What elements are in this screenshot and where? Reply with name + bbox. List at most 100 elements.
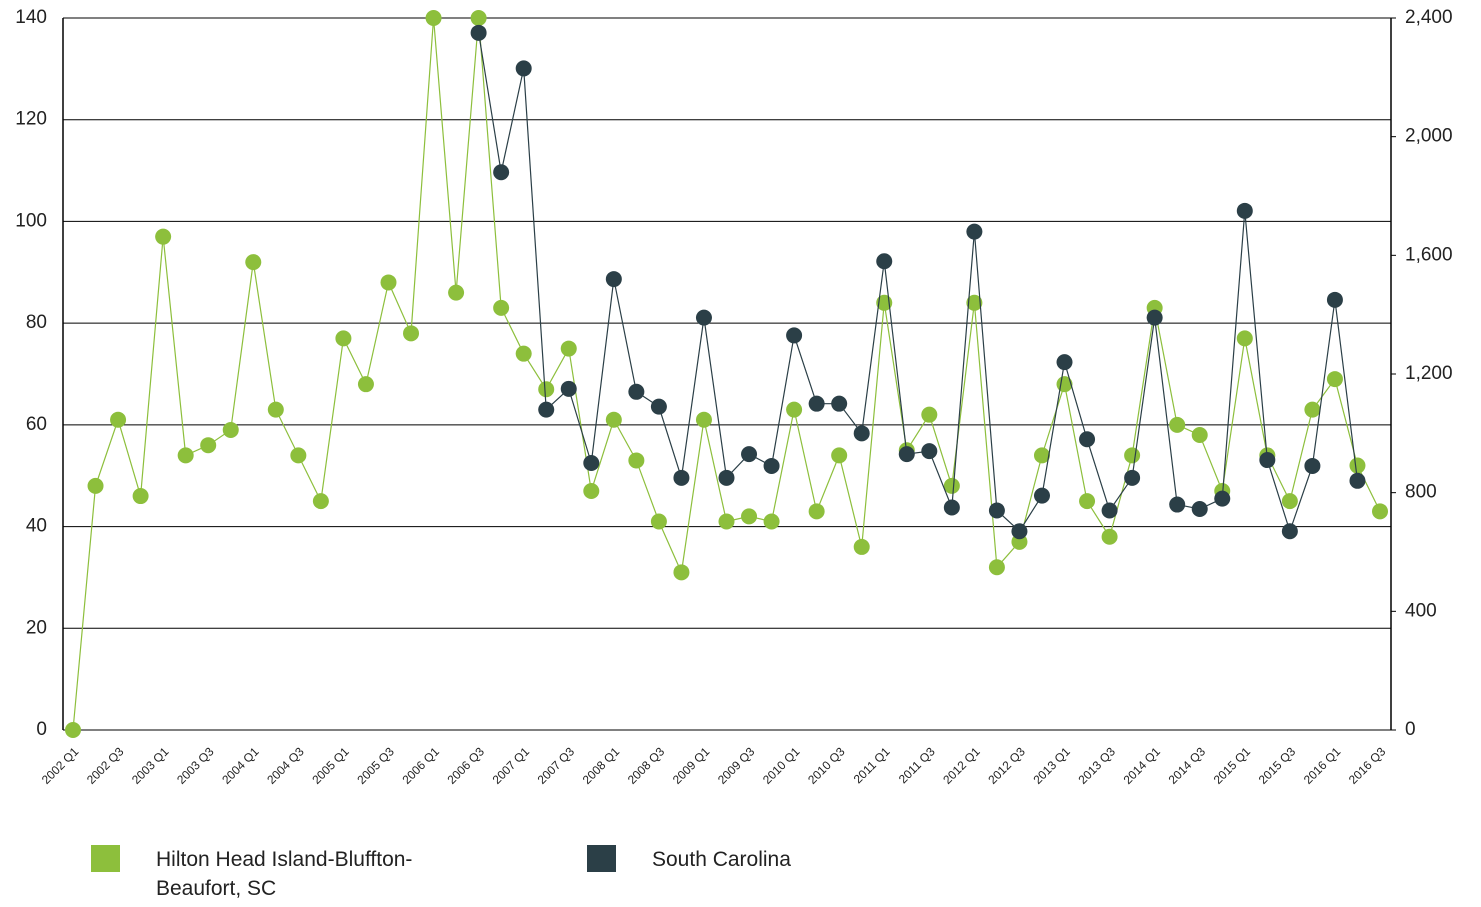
point bbox=[988, 502, 1005, 519]
point bbox=[853, 538, 870, 555]
x-tick-label: 2009 Q3 bbox=[715, 744, 758, 787]
point bbox=[921, 443, 938, 460]
point bbox=[1326, 291, 1343, 308]
point bbox=[943, 499, 960, 516]
y2-tick-label: 1,200 bbox=[1405, 363, 1453, 384]
point bbox=[988, 559, 1005, 576]
legend-item: South Carolina bbox=[587, 845, 791, 874]
point bbox=[628, 452, 645, 469]
point bbox=[1033, 487, 1050, 504]
point bbox=[583, 482, 600, 499]
chart: 0 20 40 60 80 100 120 140 0 400 800 1,200 1,600 2,000… bbox=[15, 7, 1453, 787]
point bbox=[65, 722, 81, 738]
point bbox=[1056, 354, 1073, 371]
point bbox=[515, 345, 532, 362]
point bbox=[267, 401, 284, 418]
point bbox=[673, 469, 690, 486]
x-tick-label: 2004 Q3 bbox=[264, 744, 307, 787]
point bbox=[673, 564, 690, 581]
y-tick-label: 80 bbox=[26, 312, 47, 333]
point bbox=[1033, 447, 1050, 464]
point bbox=[966, 223, 983, 240]
point bbox=[605, 411, 622, 428]
y-tick-label: 140 bbox=[15, 7, 47, 28]
x-tick-label: 2007 Q1 bbox=[490, 744, 533, 787]
point bbox=[1236, 330, 1253, 347]
point bbox=[898, 446, 915, 463]
point bbox=[538, 401, 555, 418]
point bbox=[1304, 401, 1321, 418]
point bbox=[538, 381, 555, 398]
point bbox=[943, 477, 960, 494]
point bbox=[921, 406, 938, 423]
point bbox=[1236, 202, 1253, 219]
point bbox=[493, 164, 510, 181]
point bbox=[1079, 493, 1096, 510]
point bbox=[808, 395, 825, 412]
point bbox=[1056, 376, 1073, 393]
y2-tick-label: 0 bbox=[1405, 719, 1416, 740]
y2-tick-label: 400 bbox=[1405, 600, 1437, 621]
point bbox=[1259, 452, 1276, 469]
point bbox=[1281, 493, 1298, 510]
x-tick-label: 2013 Q1 bbox=[1030, 744, 1073, 787]
x-tick-label: 2004 Q1 bbox=[219, 744, 262, 787]
point bbox=[335, 330, 352, 347]
x-tick-label: 2006 Q1 bbox=[399, 744, 442, 787]
point bbox=[87, 477, 104, 494]
point bbox=[718, 513, 735, 530]
point bbox=[695, 309, 712, 326]
y2-tick-label: 2,000 bbox=[1405, 126, 1453, 147]
x-tick-label: 2008 Q3 bbox=[625, 744, 668, 787]
point bbox=[1169, 496, 1186, 513]
x-tick-label: 2010 Q3 bbox=[805, 744, 848, 787]
point bbox=[695, 411, 712, 428]
point bbox=[650, 513, 667, 530]
point bbox=[763, 513, 780, 530]
x-tick-label: 2005 Q1 bbox=[309, 744, 352, 787]
point bbox=[808, 503, 825, 520]
point bbox=[1169, 416, 1186, 433]
point bbox=[1349, 472, 1366, 489]
x-tick-label: 2015 Q3 bbox=[1256, 744, 1299, 787]
point bbox=[560, 340, 577, 357]
point bbox=[245, 254, 262, 271]
x-tick-label: 2016 Q3 bbox=[1346, 744, 1389, 787]
x-tick-label: 2015 Q1 bbox=[1211, 744, 1254, 787]
y-tick-label: 120 bbox=[15, 109, 47, 130]
point bbox=[1372, 503, 1388, 520]
x-tick-label: 2016 Q1 bbox=[1301, 744, 1344, 787]
y-tick-label: 20 bbox=[26, 617, 47, 638]
point bbox=[966, 294, 983, 311]
point bbox=[1124, 447, 1141, 464]
point bbox=[425, 10, 442, 26]
point bbox=[605, 271, 622, 288]
point bbox=[200, 437, 217, 454]
y2-tick-label: 2,400 bbox=[1405, 7, 1453, 28]
point bbox=[876, 253, 893, 270]
point bbox=[1214, 490, 1231, 507]
point bbox=[1079, 431, 1096, 448]
series-line bbox=[478, 32, 1359, 534]
point bbox=[831, 395, 848, 412]
point bbox=[470, 10, 487, 26]
y-tick-label: 60 bbox=[26, 414, 47, 435]
x-tick-label: 2008 Q1 bbox=[580, 744, 623, 787]
x-tick-label: 2007 Q3 bbox=[535, 744, 578, 787]
point bbox=[132, 488, 149, 505]
point bbox=[155, 228, 172, 245]
point bbox=[493, 299, 510, 316]
point bbox=[1191, 427, 1208, 444]
point bbox=[515, 60, 532, 77]
point bbox=[1124, 469, 1141, 486]
point bbox=[786, 327, 803, 344]
point bbox=[741, 508, 758, 525]
x-tick-label: 2003 Q1 bbox=[129, 744, 172, 787]
y-tick-label: 0 bbox=[36, 719, 47, 740]
point bbox=[741, 446, 758, 463]
point bbox=[1191, 500, 1208, 517]
point bbox=[448, 284, 465, 301]
point bbox=[763, 457, 780, 474]
point bbox=[1281, 523, 1298, 540]
point bbox=[650, 398, 667, 415]
